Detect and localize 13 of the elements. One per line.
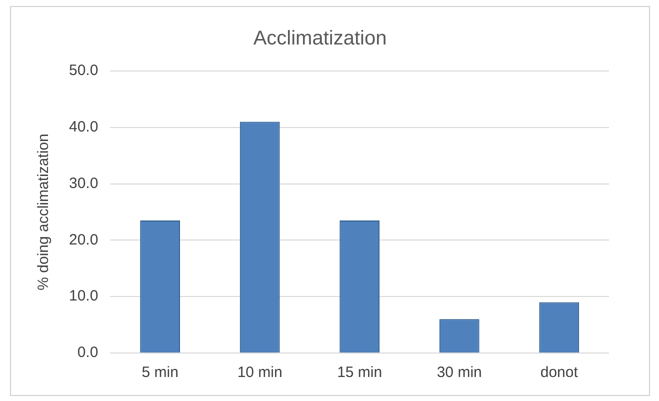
y-tick-label: 20.0 [68,231,98,248]
y-tick-label: 0.0 [77,344,98,362]
x-tick-label: 10 min [237,364,282,382]
y-tick-label: 50.0 [68,62,98,80]
y-tick-label: 30.0 [68,174,98,192]
x-tick-label: 30 min [436,364,482,382]
chart-title: Acclimatization [253,28,387,50]
x-tick-label: 5 min [142,364,178,382]
y-tick-label: 10.0 [68,288,98,305]
x-tick-label: 15 min [337,364,382,382]
y-tick-label: 40.0 [68,118,98,136]
x-tick-label: donot [540,364,579,382]
y-axis-title: % doing acclimatization [35,134,52,290]
